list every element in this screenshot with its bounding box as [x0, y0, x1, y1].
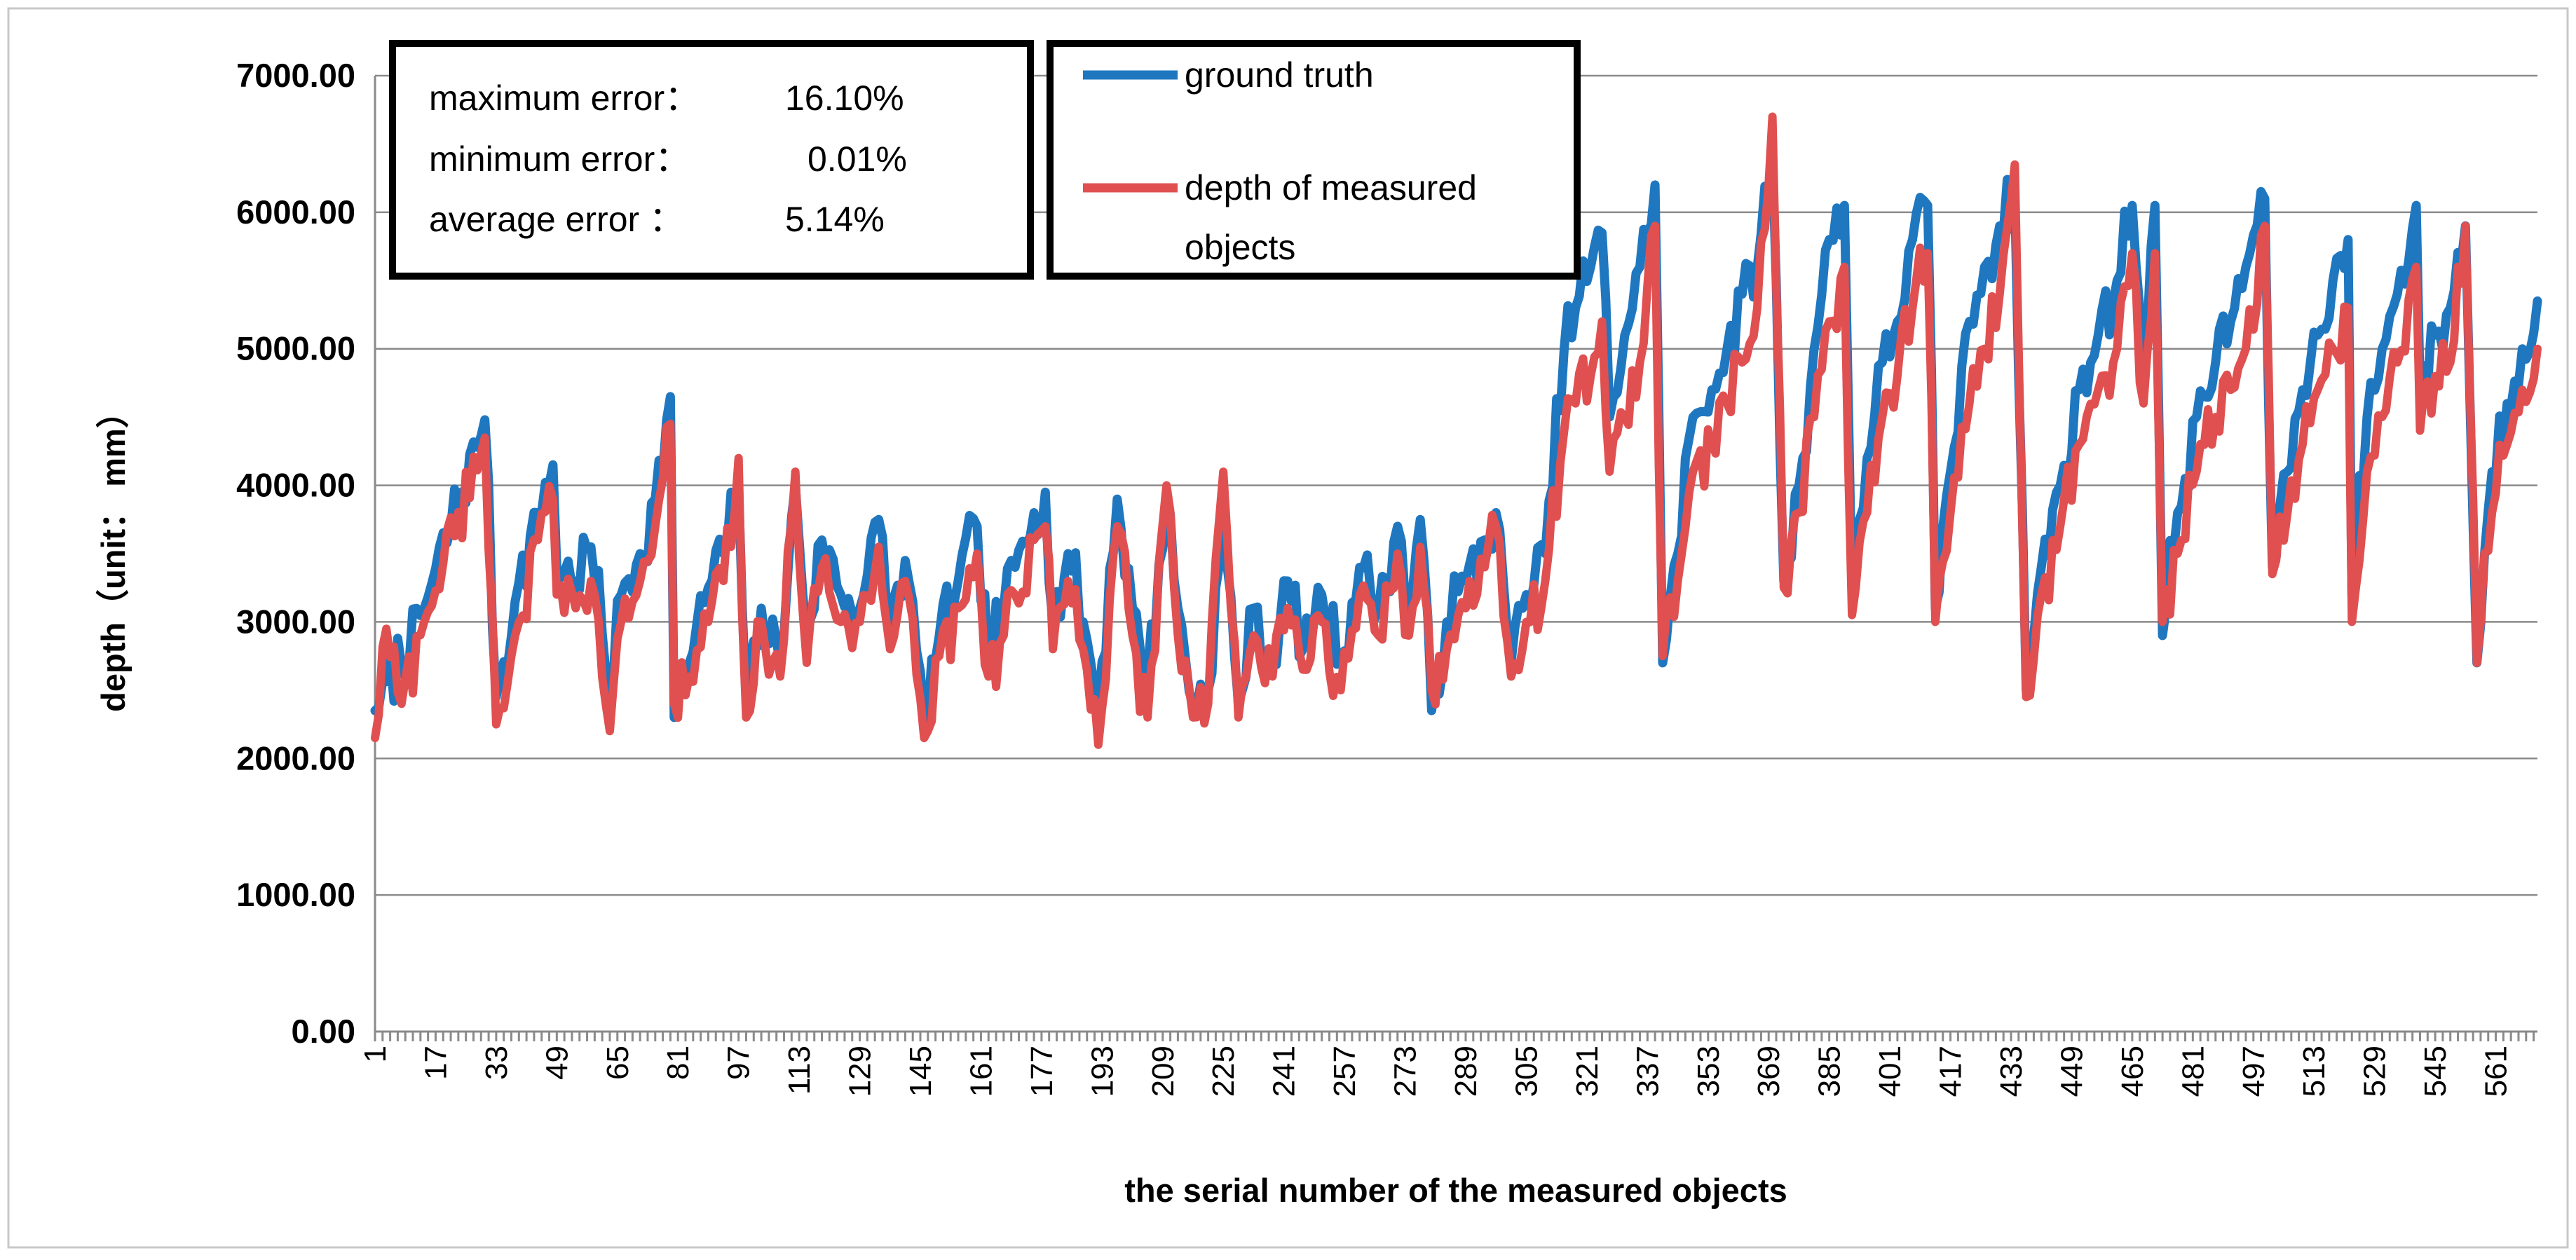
x-tick-label: 33	[479, 1046, 514, 1080]
chart-frame	[7, 7, 2569, 1249]
x-tick-label: 305	[1509, 1046, 1543, 1097]
x-tick-label: 449	[2054, 1046, 2089, 1097]
x-tick-label: 353	[1691, 1046, 1726, 1097]
y-tick-label: 6000.00	[236, 193, 355, 231]
x-tick-label: 257	[1328, 1046, 1362, 1097]
x-axis-minor-ticks	[374, 1032, 2535, 1041]
x-tick-label: 465	[2115, 1046, 2150, 1097]
avg-error-value: 5.14%	[785, 200, 885, 239]
x-tick-label: 417	[1934, 1046, 1968, 1097]
min-error-value: 0.01%	[807, 139, 907, 179]
x-axis-ticks: 1 17 33 49 65 81 97 113 129 145 161 177 193 209 225 241…	[358, 1046, 2514, 1097]
series-measured-depth-line	[371, 112, 2542, 749]
x-tick-label: 129	[843, 1046, 878, 1097]
x-tick-label: 561	[2479, 1046, 2514, 1097]
x-tick-label: 401	[1873, 1046, 1907, 1097]
y-tick-label: 2000.00	[236, 739, 355, 776]
x-tick-label: 385	[1813, 1046, 1847, 1097]
x-tick-label: 433	[1994, 1046, 2029, 1097]
x-tick-label: 209	[1146, 1046, 1180, 1097]
y-tick-label: 5000.00	[236, 330, 355, 367]
x-tick-label: 513	[2297, 1046, 2331, 1097]
x-tick-label: 145	[904, 1046, 938, 1097]
x-tick-label: 81	[661, 1046, 695, 1080]
x-tick-label: 161	[964, 1046, 998, 1097]
x-tick-label: 529	[2358, 1046, 2392, 1097]
y-axis-ticks: 0.00 1000.00 2000.00 3000.00 4000.00 5000.00 6…	[236, 57, 355, 1050]
max-error-label: maximum error：	[429, 78, 700, 118]
legend-ground-truth-label: ground truth	[1185, 55, 1374, 95]
x-tick-label: 17	[418, 1046, 453, 1080]
x-tick-label: 97	[722, 1046, 756, 1080]
y-tick-label: 3000.00	[236, 603, 355, 640]
series-lines	[370, 112, 2542, 749]
y-tick-label: 1000.00	[236, 876, 355, 913]
x-tick-label: 481	[2176, 1046, 2210, 1097]
max-error-value: 16.10%	[785, 78, 904, 118]
legend-measured-label-line1: depth of measured	[1185, 168, 1477, 207]
y-axis-label: depth（unit： mm）	[95, 395, 132, 712]
x-tick-label: 193	[1085, 1046, 1119, 1097]
y-tick-label: 4000.00	[236, 467, 355, 504]
x-tick-label: 177	[1025, 1046, 1059, 1097]
error-box-frame	[389, 40, 1034, 280]
x-tick-label: 113	[782, 1046, 817, 1095]
x-axis-label: the serial number of the measured object…	[1124, 1172, 1787, 1209]
avg-error-label: average error ：	[429, 200, 684, 239]
x-tick-label: 289	[1449, 1046, 1483, 1097]
x-tick-label: 49	[540, 1046, 574, 1080]
x-tick-label: 497	[2237, 1046, 2271, 1097]
x-tick-label: 321	[1570, 1046, 1604, 1097]
x-tick-label: 1	[358, 1046, 393, 1062]
legend: ground truth depth of measured objects	[1047, 40, 1581, 280]
x-tick-label: 337	[1630, 1046, 1665, 1097]
x-tick-label: 369	[1752, 1046, 1786, 1097]
legend-measured-label-line2: objects	[1185, 228, 1295, 267]
y-tick-label: 0.00	[292, 1013, 355, 1050]
legend-frame	[1047, 40, 1581, 280]
x-tick-label: 545	[2418, 1046, 2453, 1097]
min-error-label: minimum error：	[429, 139, 690, 179]
x-tick-label: 241	[1267, 1046, 1302, 1097]
x-tick-label: 65	[601, 1046, 635, 1080]
x-tick-label: 273	[1389, 1046, 1423, 1097]
error-stats-box: maximum error： 16.10% minimum error： 0.0…	[389, 40, 1034, 280]
x-tick-label: 225	[1206, 1046, 1241, 1097]
y-tick-label: 7000.00	[236, 57, 355, 94]
